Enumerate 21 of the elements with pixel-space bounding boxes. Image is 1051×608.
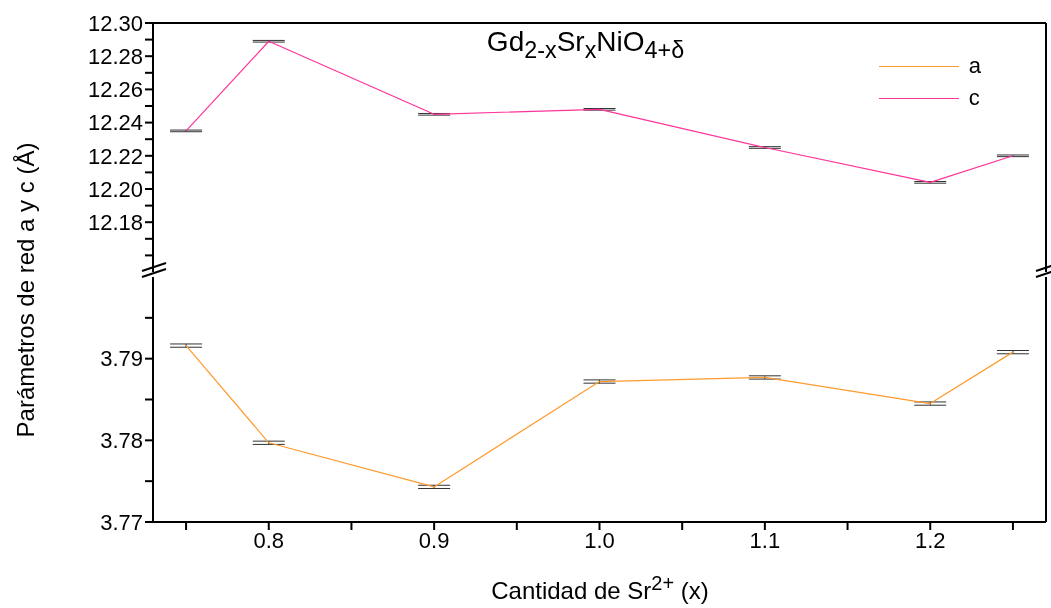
x-tick-label: 0.9 [418,527,450,553]
line-series [185,345,1014,488]
legend-label: a [968,53,981,79]
y-tick-label: 12.30 [87,10,143,36]
y-tick-label: 3.79 [100,346,143,372]
x-tick-label: 1.2 [914,527,946,553]
y-axis-title: Parámetros de red a y c (Å) [12,142,40,438]
y-tick-label: 12.26 [87,77,143,103]
y-tick-label: 12.20 [87,176,143,202]
x-axis-title: Cantidad de Sr$^{2+}$ (x) [490,572,710,605]
x-tick-label: 1.1 [749,527,781,553]
legend-label: c [968,85,980,111]
chart-title: Gd$_{2-x}$Sr$_{x}$NiO$_{4+δ}$ [486,26,685,63]
y-tick-label: 3.78 [100,428,143,454]
x-tick-label: 1.0 [584,527,615,553]
y-tick-label: 12.22 [87,143,143,169]
y-tick-label: 12.24 [87,110,143,136]
y-tick-label: 12.28 [87,44,143,70]
x-tick-label: 0.8 [253,527,285,553]
y-tick-label: 3.77 [100,509,143,535]
y-tick-label: 12.18 [87,210,143,236]
